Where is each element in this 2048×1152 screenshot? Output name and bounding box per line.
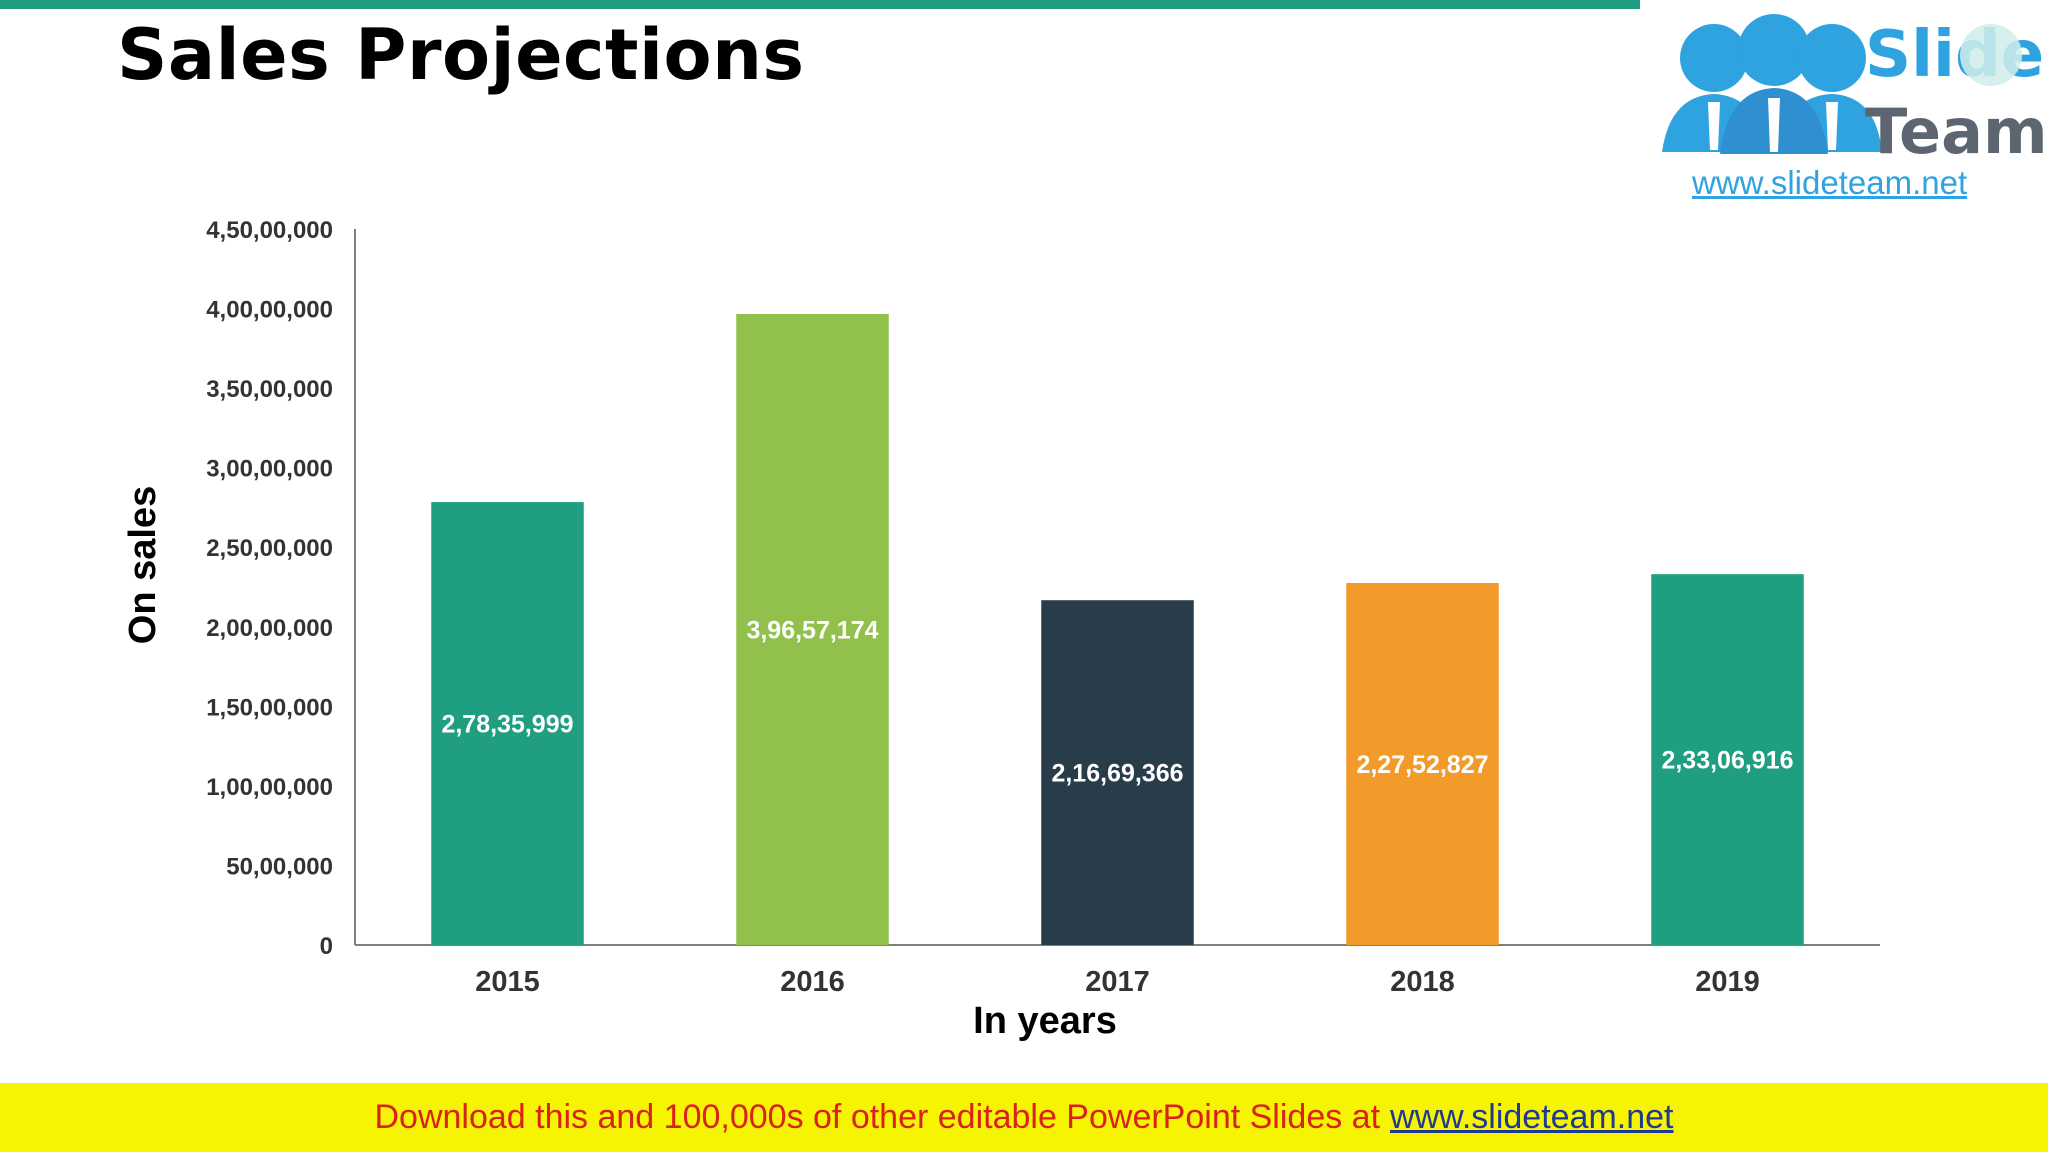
y-tick-label: 2,50,00,000: [206, 535, 333, 562]
sales-bar-chart: 0 50,00,000 1,00,00,000 1,50,00,000 2,00,00,…: [122, 217, 1880, 1042]
y-tick-label: 3,00,00,000: [206, 456, 333, 483]
y-tick-label: 50,00,000: [226, 853, 333, 880]
x-category-label: 2015: [475, 966, 540, 998]
bar-2019: [1651, 574, 1804, 945]
y-tick-label: 0: [320, 933, 333, 960]
bar-value-labels: 2,78,35,999 3,96,57,174 2,16,69,366 2,27,52…: [441, 617, 1793, 788]
x-axis-title: In years: [973, 1000, 1117, 1042]
logo-url-link[interactable]: www.slideteam.net: [1692, 164, 1968, 201]
bars: [431, 314, 1804, 946]
x-category-label: 2016: [780, 966, 845, 998]
y-tick-label: 4,50,00,000: [206, 217, 333, 244]
y-tick-labels: 0 50,00,000 1,00,00,000 1,50,00,000 2,00,00,…: [206, 217, 333, 960]
y-tick-label: 2,00,00,000: [206, 615, 333, 642]
bar-2017: [1041, 600, 1194, 945]
slide-title: Sales Projections: [117, 14, 805, 96]
bar-value-label: 2,16,69,366: [1051, 760, 1183, 788]
logo-word-team: Team: [1865, 95, 2048, 168]
bar-value-label: 2,78,35,999: [441, 711, 573, 739]
bar-2015: [431, 502, 584, 945]
x-category-label: 2018: [1390, 966, 1455, 998]
y-tick-label: 3,50,00,000: [206, 376, 333, 403]
people-group-icon: [1662, 14, 1882, 154]
y-tick-label: 1,00,00,000: [206, 774, 333, 801]
logo-circle-decoration: [1960, 24, 2022, 86]
bar-2018: [1346, 582, 1499, 945]
bar-value-label: 2,27,52,827: [1356, 751, 1488, 779]
footer-link[interactable]: www.slideteam.net: [1390, 1098, 1674, 1136]
y-axis-title: On sales: [122, 486, 164, 644]
x-category-labels: 2015 2016 2017 2018 2019: [475, 966, 1760, 998]
top-accent-bar: [0, 0, 1640, 9]
bar-value-label: 3,96,57,174: [746, 617, 878, 645]
bar-value-label: 2,33,06,916: [1661, 747, 1793, 775]
bar-2016: [736, 314, 889, 946]
x-category-label: 2017: [1085, 966, 1150, 998]
y-tick-label: 1,50,00,000: [206, 694, 333, 721]
y-tick-label: 4,00,00,000: [206, 297, 333, 324]
x-category-label: 2019: [1695, 966, 1760, 998]
footer-banner: Download this and 100,000s of other edit…: [0, 1083, 2048, 1152]
footer-text: Download this and 100,000s of other edit…: [374, 1098, 1381, 1136]
slideteam-logo[interactable]: Slide Team www.slideteam.net: [1640, 0, 2048, 201]
